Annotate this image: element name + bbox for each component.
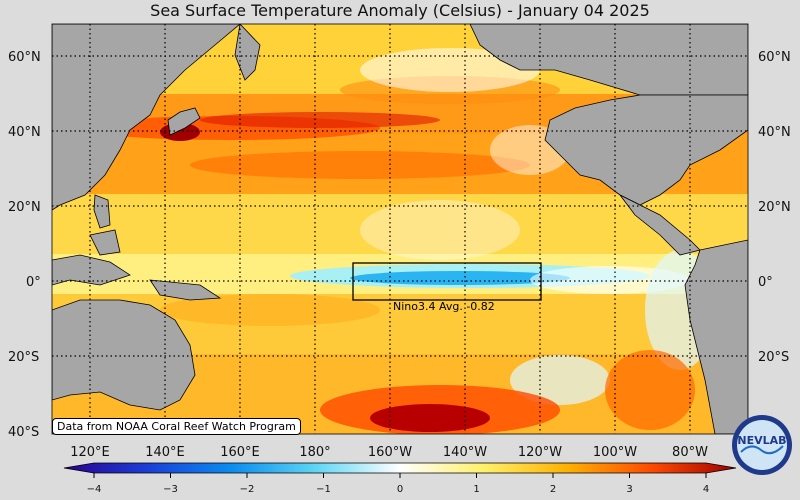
land-asia (52, 24, 241, 211)
graticule (52, 24, 748, 434)
lon-labels: 120°E 140°E 160°E 180° 160°W 140°W 120°W… (70, 445, 708, 460)
colorbar-ticks: −4 −3 −2 −1 0 1 2 3 4 (87, 473, 709, 495)
land-kamchatka (234, 24, 261, 81)
land-japan (167, 107, 201, 136)
colorbar-tick-label: 2 (550, 484, 556, 495)
lon-label: 160°W (368, 445, 412, 460)
lat-label: 60°N (8, 50, 41, 65)
land-indonesia (52, 254, 131, 286)
land-masses (52, 24, 748, 434)
colorbar-tick-label: −1 (316, 484, 331, 495)
colorbar-tick-label: 3 (626, 484, 632, 495)
land-new-guinea (149, 279, 222, 301)
land-philippines (93, 194, 111, 229)
land-alaska (469, 24, 748, 96)
colorbar-tick-label: 0 (397, 484, 403, 495)
land-australia (52, 299, 196, 411)
land-south-america (684, 239, 748, 434)
map-frame (51, 23, 749, 435)
data-credit: Data from NOAA Coral Reef Watch Program (52, 418, 301, 435)
logo-text: NEVLAB (737, 434, 786, 447)
lat-labels-left: 60°N 40°N 20°N 0° 20°S 40°S (8, 50, 41, 440)
lon-label: 80°W (672, 445, 708, 460)
colorbar-tick-label: −4 (87, 484, 102, 495)
colorbar: −4 −3 −2 −1 0 1 2 3 4 (63, 462, 737, 495)
lat-label: 20°S (758, 350, 789, 365)
lat-label: 0° (758, 275, 773, 290)
nino34-average-label: Nino3.4 Avg. -0.82 (393, 300, 495, 313)
nevlab-logo: NEVLAB (732, 415, 792, 475)
lat-label: 20°N (758, 200, 791, 215)
lon-label: 160°E (220, 445, 260, 460)
lat-labels-right: 60°N 40°N 20°N 0° 20°S (758, 50, 791, 365)
lat-label: 20°S (8, 350, 39, 365)
lon-label: 140°E (145, 445, 185, 460)
lon-label: 180° (299, 445, 330, 460)
lon-label: 140°W (443, 445, 487, 460)
lat-label: 40°N (8, 125, 41, 140)
colorbar-bar (63, 462, 737, 474)
lon-label: 100°W (593, 445, 637, 460)
colorbar-tick-label: 1 (473, 484, 479, 495)
map-title: Sea Surface Temperature Anomaly (Celsius… (150, 1, 650, 20)
lat-label: 40°S (8, 425, 39, 440)
lat-label: 20°N (8, 200, 41, 215)
lat-label: 60°N (758, 50, 791, 65)
colorbar-tick-label: 4 (703, 484, 709, 495)
lon-label: 120°E (70, 445, 110, 460)
colorbar-tick-label: −3 (163, 484, 178, 495)
colorbar-tick-label: −2 (240, 484, 255, 495)
lat-label: 0° (26, 275, 41, 290)
lat-label: 40°N (758, 125, 791, 140)
lon-label: 120°W (518, 445, 562, 460)
land-borneo (89, 229, 121, 256)
nino34-box (352, 262, 542, 301)
